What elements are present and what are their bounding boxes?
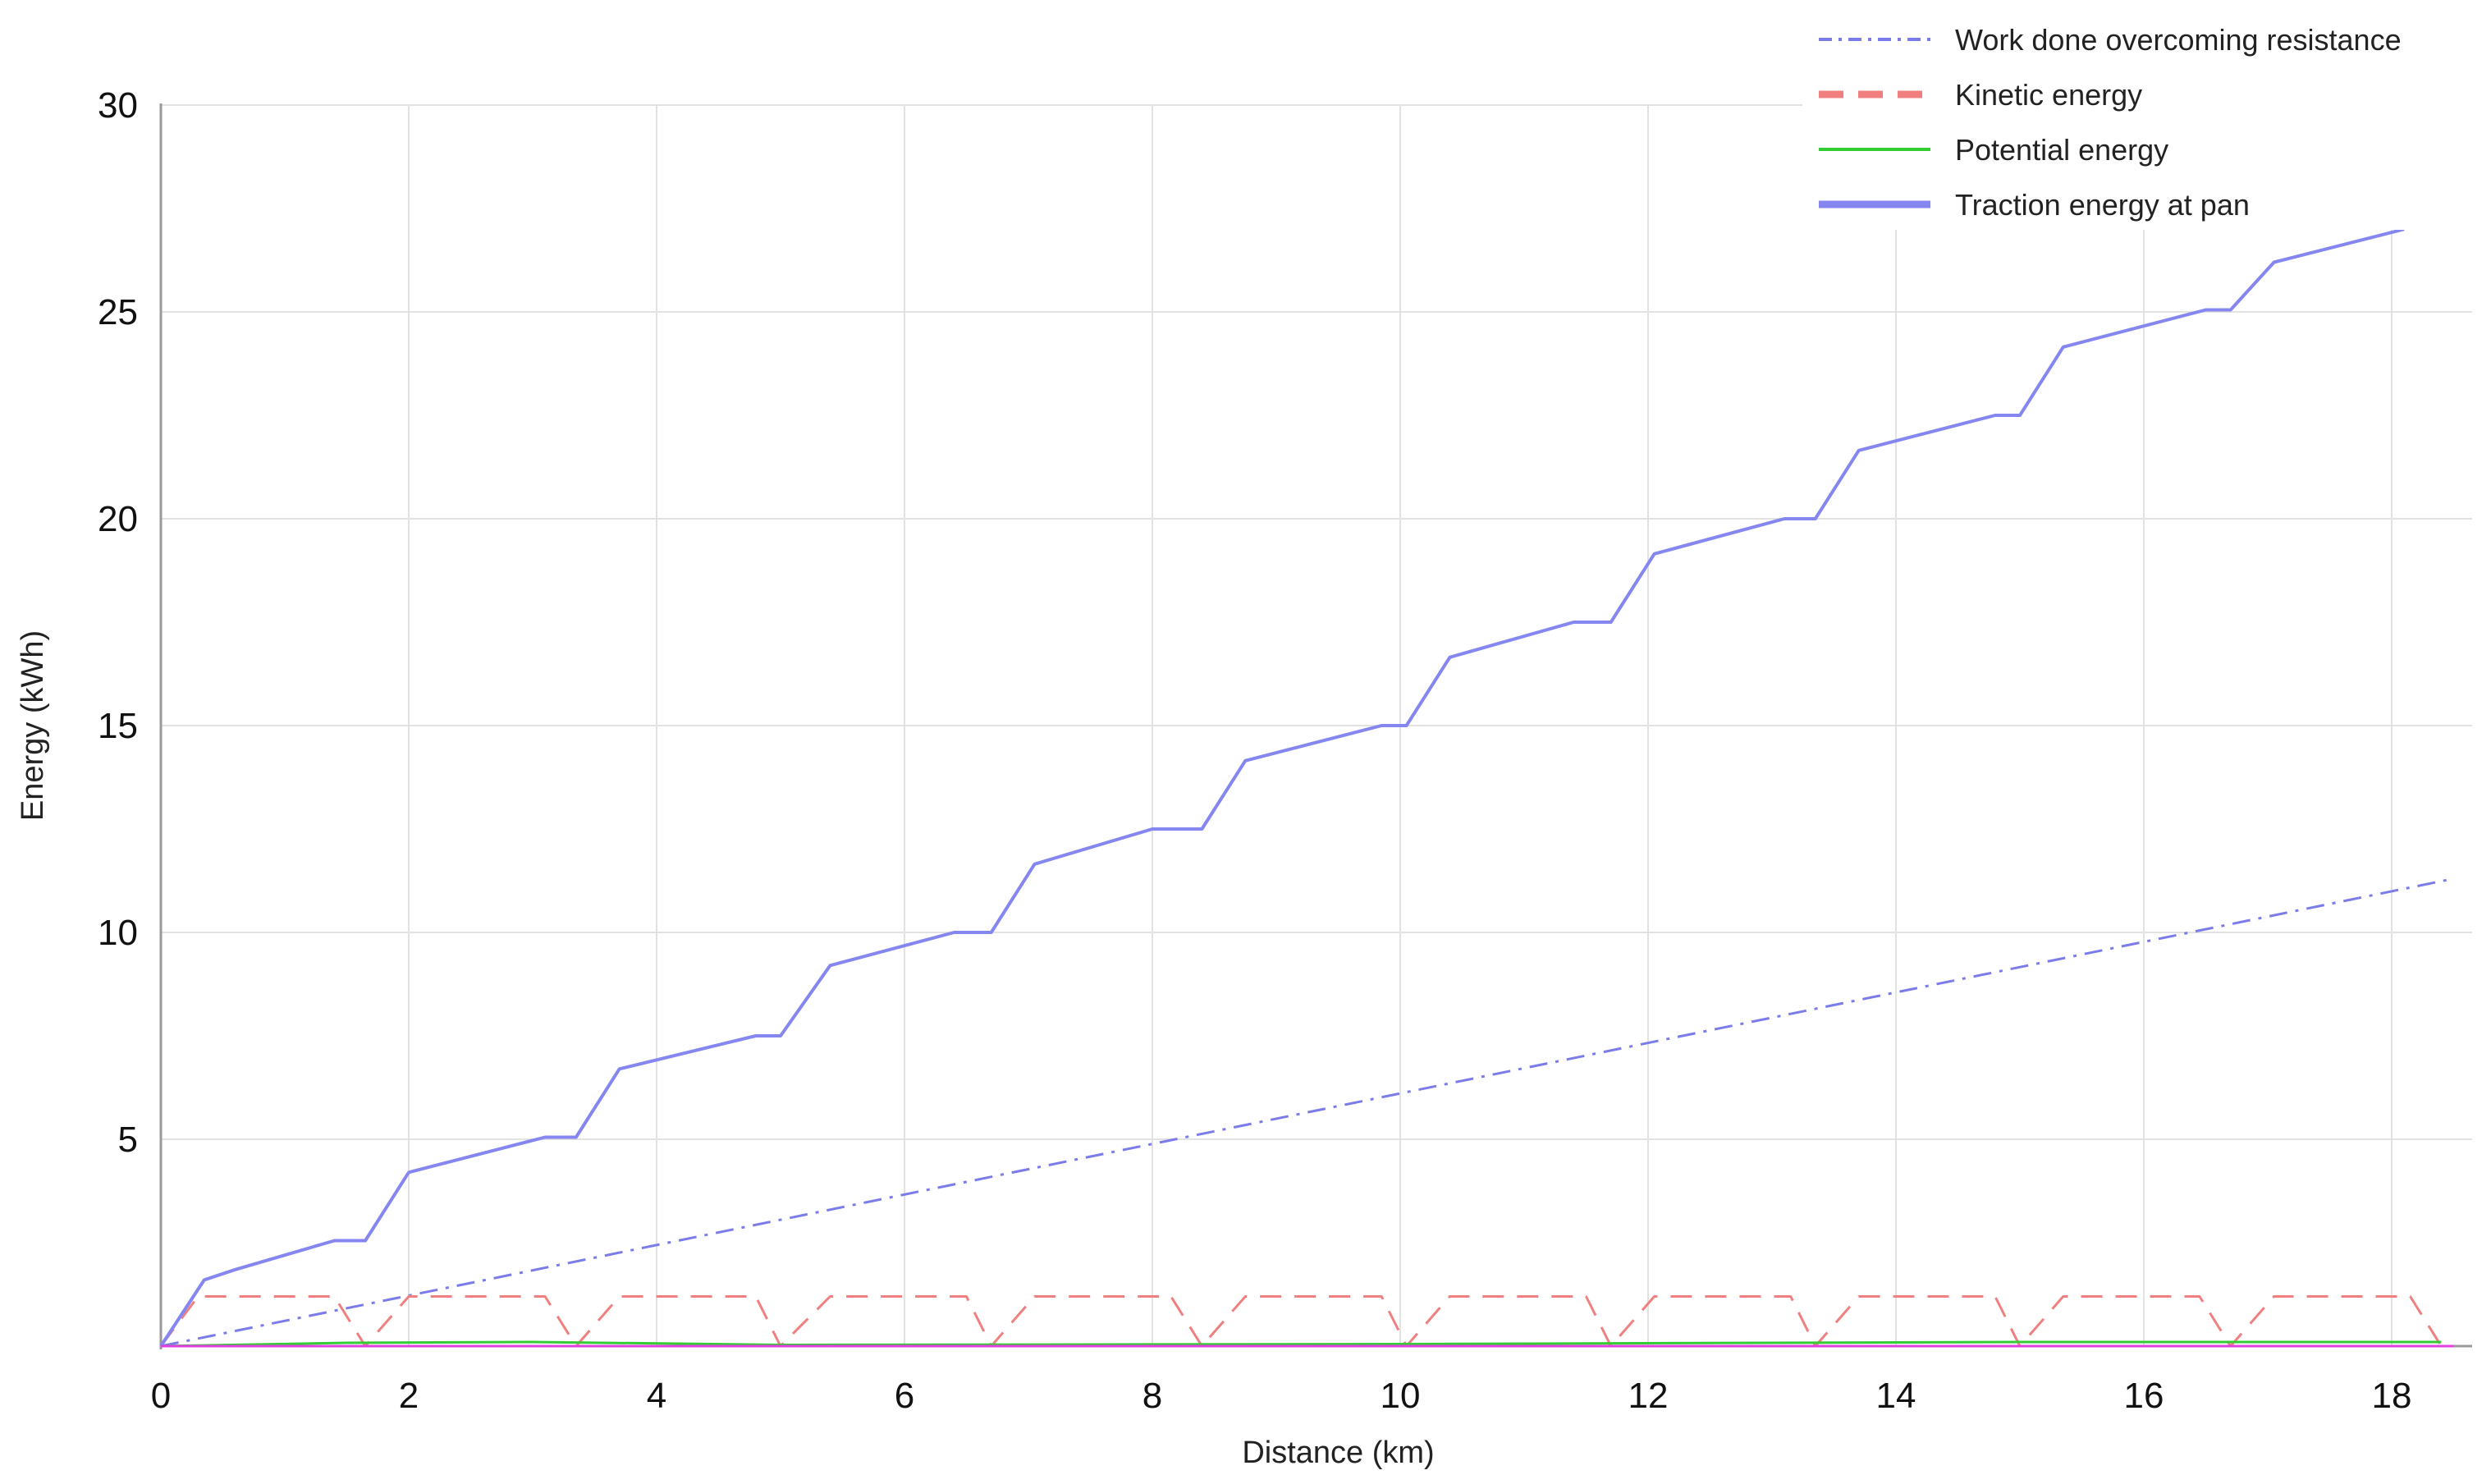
y-tick-label: 5	[118, 1120, 138, 1160]
x-tick-label: 12	[1628, 1376, 1669, 1416]
series-layer	[159, 227, 2454, 1348]
x-tick-label: 4	[647, 1376, 666, 1416]
y-tick-label: 10	[98, 913, 138, 953]
x-tick-label: 2	[399, 1376, 419, 1416]
x-tick-label: 6	[895, 1376, 914, 1416]
legend: Work done overcoming resistance Kinetic e…	[1802, 0, 2491, 230]
y-tick-label: 20	[98, 499, 138, 539]
x-tick-label: 16	[2124, 1376, 2164, 1416]
y-axis-title: Energy (kWh)	[16, 630, 50, 821]
y-tick-label: 25	[98, 292, 138, 332]
legend-label: Traction energy at pan	[1955, 188, 2250, 222]
series-work-done-overcoming-resistance-line	[160, 877, 2454, 1348]
grid	[161, 104, 2472, 1346]
legend-label: Work done overcoming resistance	[1955, 23, 2402, 57]
legend-label: Potential energy	[1955, 133, 2168, 167]
series-traction-energy-at-pan-line	[159, 227, 2405, 1348]
legend-label: Kinetic energy	[1955, 78, 2142, 112]
y-tick-label: 30	[98, 85, 138, 126]
x-tick-label: 18	[2372, 1376, 2412, 1416]
x-tick-label: 8	[1142, 1376, 1162, 1416]
x-tick-label: 10	[1381, 1376, 1421, 1416]
y-tick-label: 15	[98, 706, 138, 746]
x-tick-label: 0	[151, 1376, 171, 1416]
series-kinetic-energy-line	[159, 1295, 2443, 1348]
x-tick-label: 14	[1876, 1376, 1916, 1416]
x-axis-title: Distance (km)	[1242, 1436, 1434, 1470]
